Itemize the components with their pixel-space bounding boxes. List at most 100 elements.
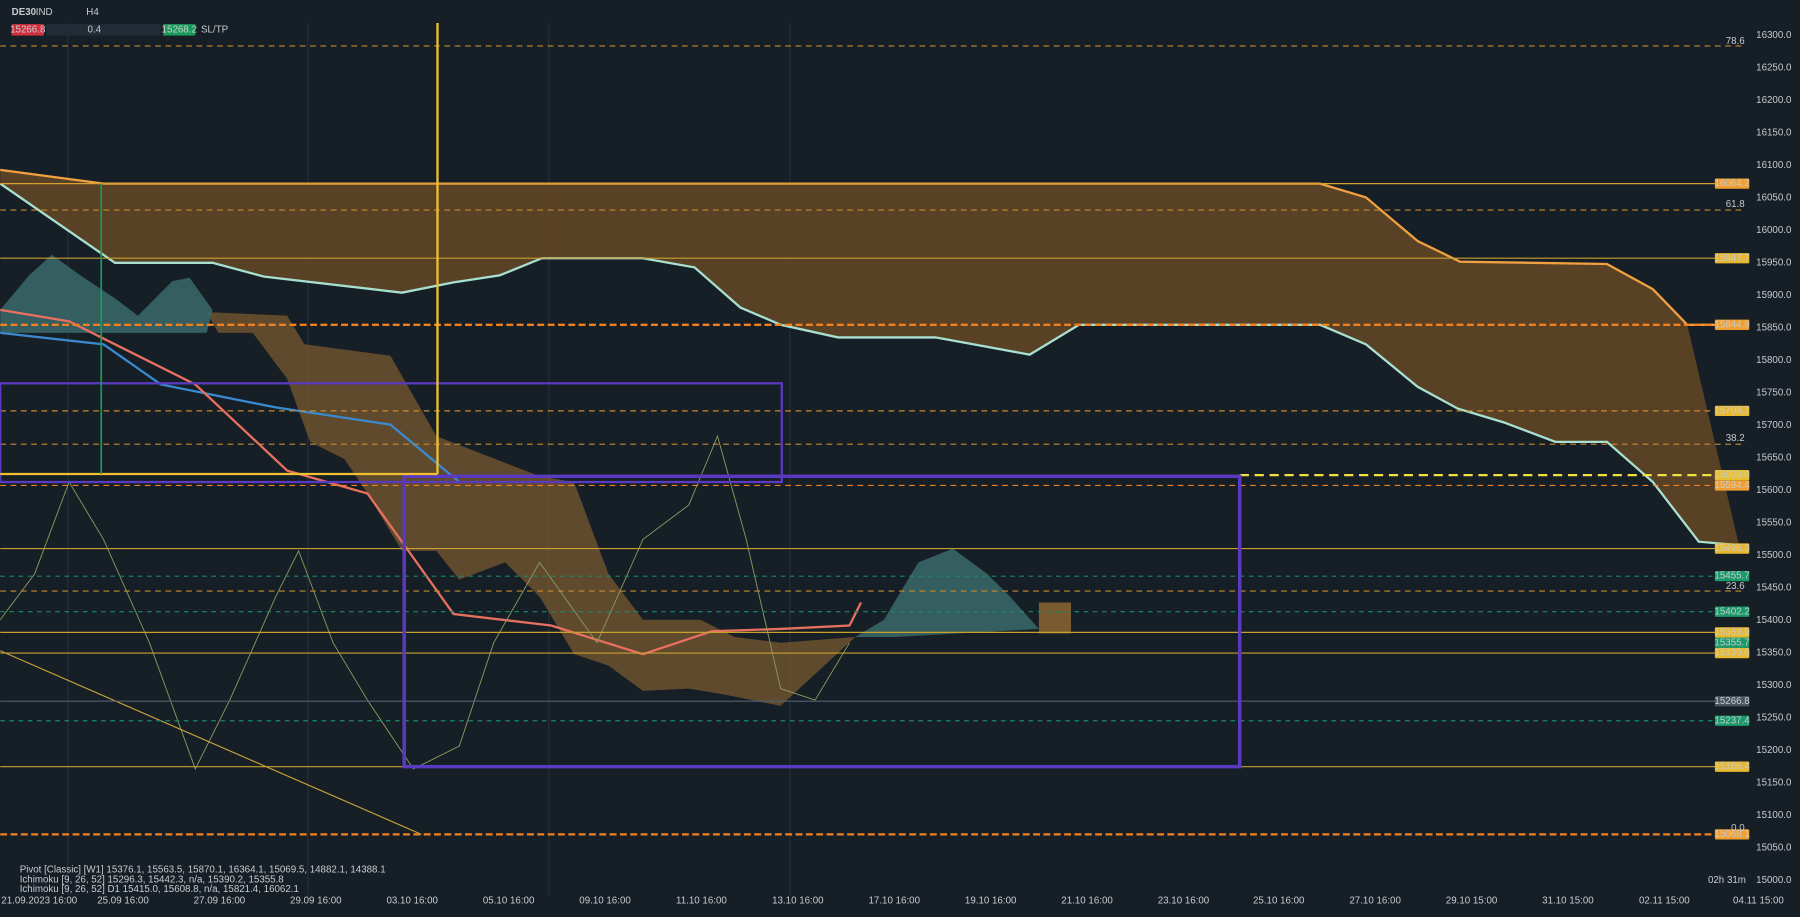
- price-label: 15550.0: [1756, 517, 1792, 528]
- price-label: 15200.0: [1756, 745, 1792, 756]
- price-label: 15650.0: [1756, 453, 1792, 464]
- indicator-entry[interactable]: Ichimoku [9, 26, 52] 15296.3, 15442.3, n…: [20, 874, 284, 885]
- drawings: [0, 11, 1242, 769]
- price-trace: [0, 434, 850, 771]
- fib-label: 0.0: [1731, 823, 1745, 834]
- time-label: 09.10 16:00: [579, 896, 631, 907]
- price-tag-label: 15166.4: [1714, 761, 1750, 772]
- time-label: 21.09.2023 16:00: [1, 896, 77, 907]
- time-label: 27.09 16:00: [194, 896, 246, 907]
- price-label: 15000.0: [1756, 875, 1792, 886]
- price-label: 15050.0: [1756, 842, 1792, 853]
- timeframe[interactable]: H4: [86, 7, 99, 18]
- sell-price[interactable]: 15266.8: [10, 24, 45, 35]
- indicator-entry[interactable]: Ichimoku [9, 26, 52] D1 15415.0, 15608.8…: [20, 884, 299, 895]
- symbol-tag: IND: [36, 7, 53, 18]
- tenkan-line: [0, 308, 863, 656]
- sl-tp[interactable]: SL/TP: [201, 24, 228, 35]
- senkou-b: [0, 182, 1740, 547]
- price-label: 15750.0: [1756, 388, 1792, 399]
- price-tag: [1714, 761, 1750, 772]
- cloud-h4-future: [1038, 602, 1072, 634]
- cloud-h4: [206, 312, 856, 706]
- price-label: 15800.0: [1756, 355, 1792, 366]
- price-tag-label: 15266.8: [1714, 696, 1749, 707]
- price-tag-label: 15708.7: [1714, 405, 1749, 416]
- price-tag: [1714, 696, 1750, 707]
- time-axis: 21.09.2023 16:00 25.09 16:00 27.09 16:00 29…: [1, 896, 1784, 907]
- fib-label: 61.8: [1726, 199, 1745, 210]
- price-tag-label: 15068.1: [1714, 829, 1749, 840]
- countdown: 02h 31m: [1708, 875, 1746, 886]
- price-tag: [1714, 319, 1750, 330]
- price-label: 16100.0: [1756, 160, 1792, 171]
- price-tag-label: 15339.6: [1714, 648, 1749, 659]
- time-label: 27.10 16:00: [1349, 896, 1401, 907]
- time-label: 21.10 16:00: [1061, 896, 1113, 907]
- price-tag: [1714, 606, 1750, 617]
- quantity[interactable]: 0.4: [88, 24, 102, 35]
- time-label: 02.11 15:00: [1639, 896, 1690, 907]
- price-label: 15900.0: [1756, 290, 1792, 301]
- cloud-h4-green: [0, 254, 1039, 637]
- quantity-field[interactable]: [46, 24, 161, 36]
- price-tag: [1714, 715, 1750, 726]
- price-label: 16200.0: [1756, 95, 1792, 106]
- time-label: 11.10 16:00: [676, 896, 727, 907]
- time-label: 23.10 16:00: [1158, 896, 1210, 907]
- price-tag-label: 15844.9: [1714, 319, 1749, 330]
- kijun-line: [0, 331, 461, 483]
- price-tag: [1714, 469, 1750, 481]
- price-tags: 16064.2 15947.7 15844.9 15708.7 15609.015594…: [1714, 36, 1750, 840]
- price-label: 15950.0: [1756, 258, 1792, 269]
- symbol[interactable]: DE30: [12, 7, 37, 18]
- trend-line: [0, 650, 422, 835]
- price-label: 15100.0: [1756, 810, 1792, 821]
- price-tag-label: 15355.7: [1714, 637, 1749, 648]
- fib-label: 78.6: [1726, 36, 1745, 47]
- price-label: 15350.0: [1756, 647, 1792, 658]
- price-tag: [1714, 253, 1750, 264]
- price-tag: [1714, 480, 1750, 491]
- level-lines: [0, 45, 1745, 836]
- price-axis: 16300.0 16250.0 16200.0 16150.0 16100.0 16050…: [1756, 30, 1792, 886]
- time-label: 31.10 15:00: [1542, 896, 1594, 907]
- time-label: 17.10 16:00: [869, 896, 921, 907]
- price-tag-label: 15455.7: [1714, 571, 1749, 582]
- time-label: 04.11 15:00: [1733, 896, 1784, 907]
- time-label: 25.09 16:00: [97, 896, 149, 907]
- price-tag: [1714, 637, 1750, 648]
- price-tag: [1714, 178, 1750, 189]
- price-tag-label: 15947.7: [1714, 253, 1749, 264]
- price-label: 15450.0: [1756, 582, 1792, 593]
- time-label: 03.10 16:00: [386, 896, 438, 907]
- price-label: 15400.0: [1756, 615, 1792, 626]
- toolbar: [0, 0, 1800, 23]
- price-tag-label: 16064.2: [1714, 178, 1749, 189]
- indicator-legend: Pivot [Classic] [W1] 15376.1, 15563.5, 1…: [20, 865, 1746, 896]
- price-label: 16000.0: [1756, 225, 1792, 236]
- price-label: 16150.0: [1756, 128, 1792, 139]
- time-label: 19.10 16:00: [965, 896, 1017, 907]
- grid: [67, 11, 791, 896]
- sell-button[interactable]: [11, 24, 44, 36]
- price-label: 16250.0: [1756, 63, 1792, 74]
- toolbar-items: DE30 IND H4 15266.8 0.4 15268.2 SL/TP: [10, 7, 228, 36]
- buy-button[interactable]: [163, 24, 196, 36]
- buy-price[interactable]: 15268.2: [162, 24, 197, 35]
- indicator-entry[interactable]: Pivot [Classic] [W1] 15376.1, 15563.5, 1…: [20, 865, 386, 876]
- time-label: 13.10 16:00: [772, 896, 824, 907]
- price-label: 16300.0: [1756, 30, 1792, 41]
- price-label: 15850.0: [1756, 323, 1792, 334]
- price-tag: [1714, 405, 1750, 417]
- cloud-d1: [0, 169, 1739, 546]
- time-label: 29.10 15:00: [1446, 896, 1498, 907]
- price-label: 15700.0: [1756, 420, 1792, 431]
- price-label: 15150.0: [1756, 777, 1792, 788]
- price-tag-label: 15402.2: [1714, 606, 1749, 617]
- time-label: 05.10 16:00: [483, 896, 535, 907]
- time-label: 29.09 16:00: [290, 896, 342, 907]
